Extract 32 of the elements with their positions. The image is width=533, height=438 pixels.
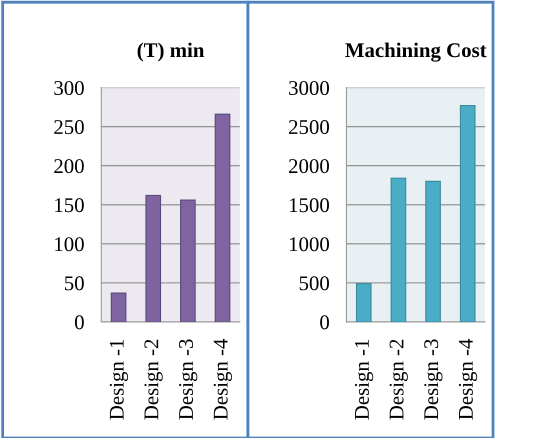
y-tick-label: 50 — [64, 276, 84, 290]
y-tick-label: 2500 — [289, 120, 329, 134]
chart-title: (T) min — [138, 42, 204, 62]
bar — [110, 292, 126, 322]
x-tick-label: Design -3 — [424, 339, 443, 420]
y-tick-label: 2000 — [289, 159, 329, 174]
y-tick-label: 300 — [54, 80, 84, 96]
y-tick-label: 1000 — [290, 237, 329, 252]
y-tick-label: 100 — [55, 237, 84, 252]
bar — [356, 283, 372, 322]
x-tick-label: Design -1 — [354, 340, 374, 420]
y-tick-label: 150 — [55, 198, 84, 212]
bar — [390, 178, 406, 322]
y-tick-label: 0 — [320, 315, 329, 330]
chart-title: Machining Cost — [345, 42, 487, 62]
x-tick-label: Design -1 — [110, 340, 128, 420]
bar — [214, 114, 230, 322]
x-tick-label: Design -4 — [214, 338, 232, 420]
y-tick-label: 3000 — [289, 80, 329, 96]
x-tick-label: Design -4 — [458, 338, 478, 420]
x-tick-label: Design -3 — [179, 339, 198, 420]
x-tick-label: Design -2 — [390, 340, 408, 420]
bar — [145, 194, 162, 322]
y-tick-label: 0 — [74, 315, 84, 330]
bar — [425, 180, 441, 322]
y-tick-label: 200 — [54, 159, 84, 174]
y-tick-label: 500 — [300, 276, 329, 290]
x-tick-label: Design -2 — [144, 340, 163, 420]
y-tick-label: 1500 — [290, 198, 329, 212]
bar — [460, 105, 476, 322]
bar — [180, 200, 196, 322]
y-tick-label: 250 — [54, 120, 84, 134]
